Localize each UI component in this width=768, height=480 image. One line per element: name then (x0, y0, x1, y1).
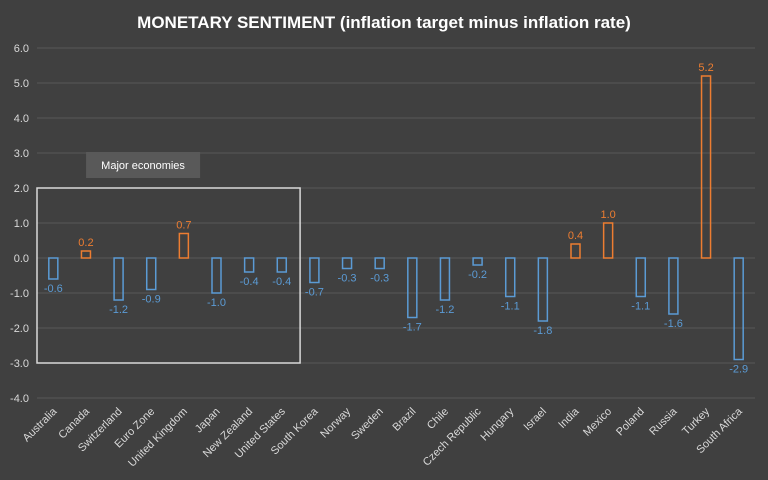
data-label: 0.7 (176, 220, 191, 232)
data-label: -1.7 (403, 322, 422, 334)
bar (700, 75, 712, 259)
data-label: -1.6 (664, 318, 683, 330)
data-label: -0.6 (44, 283, 63, 295)
data-label: -0.3 (338, 273, 357, 285)
data-label: -0.4 (240, 276, 259, 288)
y-tick-label: -3.0 (10, 358, 29, 370)
data-label: -1.2 (109, 304, 128, 316)
data-label: 0.2 (78, 237, 93, 249)
major-economies-annotation: Major economies (36, 152, 301, 364)
y-tick-label: -1.0 (10, 288, 29, 300)
gridlines (37, 47, 755, 399)
x-tick-label: Mexico (581, 406, 614, 439)
x-tick-label: Japan (193, 406, 223, 436)
major-economies-label-background (86, 152, 201, 178)
data-label: -0.2 (468, 269, 487, 281)
data-label: -0.7 (305, 287, 324, 299)
y-tick-label: 3.0 (14, 148, 29, 160)
x-tick-label: Russia (647, 405, 680, 438)
y-tick-label: 0.0 (14, 253, 29, 265)
bar (113, 257, 124, 301)
bar (374, 257, 385, 270)
data-label: 1.0 (600, 209, 615, 221)
bar (80, 250, 92, 259)
bar (243, 257, 255, 273)
x-tick-label: India (556, 405, 582, 431)
x-tick-label: Australia (21, 405, 60, 444)
x-tick-label: Chile (425, 406, 451, 432)
x-tick-label: United Kingdom (126, 406, 190, 470)
y-tick-label: 2.0 (14, 183, 29, 195)
major-economies-label: Major economies (101, 160, 185, 172)
bar (407, 257, 418, 319)
y-axis-ticks: 6.0 5.0 4.0 3.0 2.0 1.0 0.0 -1.0 -2.0 -3.0 -4.0 (10, 43, 29, 405)
bar (472, 257, 483, 266)
y-tick-label: 4.0 (14, 113, 29, 125)
x-tick-label: Israel (521, 406, 549, 434)
data-label: -1.0 (207, 297, 226, 309)
bar (276, 257, 288, 273)
bars (48, 75, 744, 361)
data-label: -0.4 (272, 276, 291, 288)
bar (178, 232, 190, 259)
bar (602, 222, 614, 259)
x-tick-label: Turkey (680, 405, 712, 437)
y-tick-label: -4.0 (10, 393, 29, 405)
data-label: 0.4 (568, 230, 583, 242)
bar (309, 257, 320, 284)
y-tick-label: -2.0 (10, 323, 29, 335)
bar (537, 257, 549, 322)
bar (341, 257, 353, 270)
data-label: -1.1 (631, 301, 650, 313)
bar (504, 257, 516, 298)
bar (733, 257, 744, 361)
x-tick-label: Poland (614, 406, 647, 439)
y-tick-label: 6.0 (14, 43, 29, 55)
data-label: 5.2 (698, 62, 713, 74)
x-tick-label: Brazil (390, 406, 418, 434)
data-label: -0.3 (370, 273, 389, 285)
major-economies-box (36, 187, 301, 364)
bar (668, 257, 679, 315)
x-tick-label: Sweden (349, 406, 386, 443)
bar (211, 257, 222, 294)
x-tick-label: Norway (318, 405, 353, 440)
y-tick-label: 1.0 (14, 218, 29, 230)
chart-title: MONETARY SENTIMENT (inflation target min… (137, 13, 631, 32)
bar (570, 243, 581, 259)
data-labels: -0.6 0.2 -1.2 -0.9 0.7 -1.0 -0.4 -0.4 -0.7 -0.3 -0… (44, 62, 748, 376)
bar (145, 257, 157, 291)
x-tick-label: Hungary (478, 405, 516, 443)
data-label: -0.9 (142, 294, 161, 306)
x-tick-label: Czech Republic (421, 405, 484, 468)
y-tick-label: 5.0 (14, 78, 29, 90)
data-label: -1.2 (435, 304, 454, 316)
bar (48, 257, 59, 280)
data-label: -1.1 (501, 301, 520, 313)
data-label: -1.8 (533, 325, 552, 337)
bar (439, 257, 451, 301)
data-label: -2.9 (729, 364, 748, 376)
bar (635, 257, 647, 298)
